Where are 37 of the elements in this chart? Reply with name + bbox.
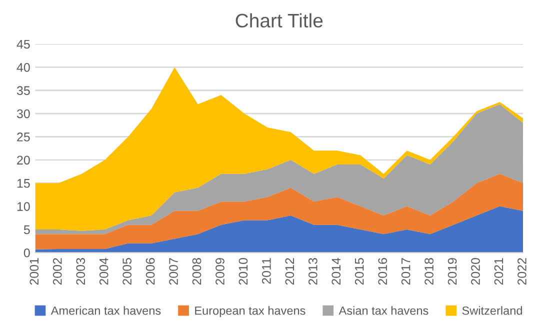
x-tick-label: 2019 xyxy=(448,258,457,285)
x-tick-label: 2017 xyxy=(401,258,410,285)
y-tick-label: 20 xyxy=(17,156,30,165)
y-tick-label: 30 xyxy=(16,109,30,118)
y-tick-label: 10 xyxy=(17,202,30,211)
x-tick-label: 2016 xyxy=(378,258,388,285)
x-tick-label: 2012 xyxy=(285,258,294,285)
x-tick-label: 2021 xyxy=(494,258,504,285)
y-tick-label: 0 xyxy=(24,248,30,258)
x-tick-label: 2001 xyxy=(30,258,39,285)
legend-label: American tax havens xyxy=(50,306,161,315)
x-tick-label: 2020 xyxy=(471,258,480,285)
legend-label: Switzerland xyxy=(462,306,522,315)
chart-title: Chart Title xyxy=(236,13,323,28)
y-tick-label: 5 xyxy=(24,225,30,234)
x-tick-label: 2004 xyxy=(99,258,108,285)
legend-label: European tax havens xyxy=(195,306,306,318)
x-tick-label: 2015 xyxy=(354,258,364,285)
x-tick-label: 2008 xyxy=(192,258,202,285)
y-tick-label: 25 xyxy=(17,132,30,142)
legend-label: Asian tax havens xyxy=(338,306,428,315)
x-tick-label: 2014 xyxy=(332,258,341,285)
x-tick-label: 2002 xyxy=(52,258,62,285)
x-tick-label: 2013 xyxy=(308,258,318,285)
x-tick-label: 2022 xyxy=(518,258,526,285)
x-tick-label: 2007 xyxy=(169,258,178,285)
x-tick-label: 2005 xyxy=(122,258,132,285)
x-tick-label: 2018 xyxy=(424,258,434,285)
x-tick-label: 2009 xyxy=(216,258,224,285)
y-tick-label: 45 xyxy=(16,40,30,49)
x-tick-label: 2010 xyxy=(238,258,248,285)
x-tick-label: 2006 xyxy=(146,258,155,285)
y-tick-label: 40 xyxy=(16,62,30,72)
y-tick-label: 35 xyxy=(16,86,30,96)
x-tick-label: 2011 xyxy=(262,258,271,284)
x-tick-label: 2003 xyxy=(76,258,86,285)
y-tick-label: 15 xyxy=(17,179,30,188)
